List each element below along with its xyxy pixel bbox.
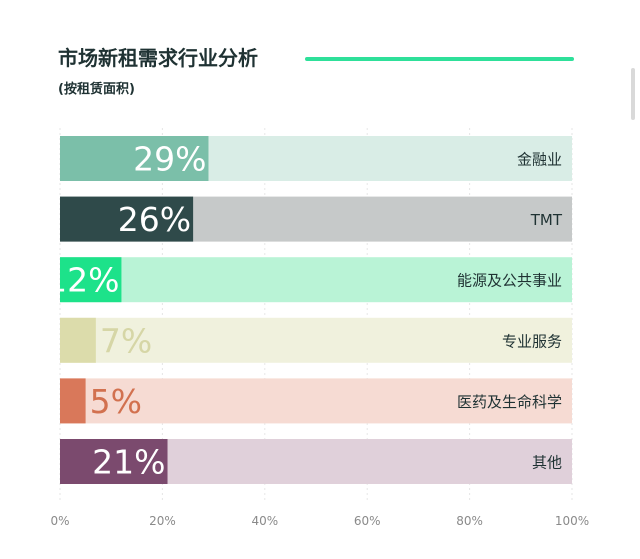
bar-value-label: 5% <box>90 382 142 421</box>
x-tick-label: 80% <box>456 514 483 528</box>
bar <box>60 439 168 484</box>
x-tick-label: 40% <box>251 514 278 528</box>
bar <box>60 317 96 363</box>
grid-lines <box>59 128 573 500</box>
category-label: 其他 <box>532 454 562 472</box>
bar <box>60 378 86 424</box>
chart-subtitle: (按租赁面积) <box>58 81 135 97</box>
bar-value-label: 21% <box>92 443 165 482</box>
bar-track <box>60 317 572 363</box>
bar-value-label: 7% <box>100 321 152 360</box>
scrollbar[interactable] <box>631 68 635 120</box>
bar-value-label: 26% <box>118 200 191 239</box>
category-label: 金融业 <box>517 151 562 169</box>
category-label: TMT <box>530 211 563 229</box>
x-axis-ticks: 0% 20% 40% 60% 80% 100% <box>50 514 589 528</box>
x-tick-label: 60% <box>354 514 381 528</box>
bar-track <box>60 257 572 303</box>
category-label: 医药及生命科学 <box>457 393 562 411</box>
x-tick-label: 0% <box>50 514 69 528</box>
bar-value-label: 12% <box>46 261 119 300</box>
bar-value-label: 29% <box>133 140 206 179</box>
x-tick-label: 100% <box>555 514 589 528</box>
bars: 29% 金融业 26% TMT 12% 能源及公共事业 7% 专业服务 5% 医药及生命科学 21%… <box>46 136 572 484</box>
bar <box>60 196 194 242</box>
bar <box>60 257 122 303</box>
bar <box>60 136 209 181</box>
bar-track <box>60 378 572 424</box>
chart-title: 市场新租需求行业分析 <box>58 46 258 70</box>
category-label: 能源及公共事业 <box>457 272 562 290</box>
category-label: 专业服务 <box>502 332 562 350</box>
x-tick-label: 20% <box>149 514 176 528</box>
